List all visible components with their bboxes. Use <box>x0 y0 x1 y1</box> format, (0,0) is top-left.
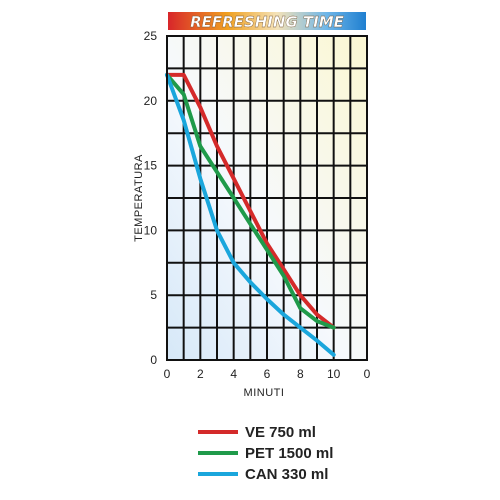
x-tick-label: 4 <box>230 367 237 381</box>
chart-title: REFRESHING TIME <box>190 13 345 31</box>
y-tick-label: 20 <box>144 94 158 108</box>
y-tick-label: 15 <box>144 159 158 173</box>
y-tick-label: 25 <box>144 29 158 43</box>
y-tick-label: 5 <box>150 288 157 302</box>
y-tick-label: 10 <box>144 223 158 237</box>
series-line <box>165 72 336 330</box>
y-axis-title: TEMPERATURA <box>133 154 145 242</box>
legend-label: CAN 330 ml <box>245 466 328 483</box>
x-tick-label: 10 <box>327 367 341 381</box>
plot-border <box>166 35 368 361</box>
x-tick-label: 6 <box>264 367 271 381</box>
y-tick-labels: 0 5 10 15 20 25 <box>144 29 158 367</box>
legend: VE 750 ml PET 1500 ml CAN 330 ml <box>198 424 333 483</box>
legend-label: PET 1500 ml <box>245 445 333 462</box>
x-tick-label: 8 <box>297 367 304 381</box>
x-axis-title: MINUTI <box>244 387 285 399</box>
legend-label: VE 750 ml <box>245 424 316 441</box>
x-tick-label: 0 <box>164 367 171 381</box>
series-line <box>165 72 336 357</box>
x-tick-label: 2 <box>197 367 204 381</box>
x-tick-label: 0 <box>364 367 371 381</box>
x-tick-labels: 0 2 4 6 8 10 0 <box>164 367 371 381</box>
chart-title-banner <box>168 12 366 30</box>
series-line <box>165 72 336 330</box>
series-lines <box>165 72 336 357</box>
y-tick-label: 0 <box>150 353 157 367</box>
